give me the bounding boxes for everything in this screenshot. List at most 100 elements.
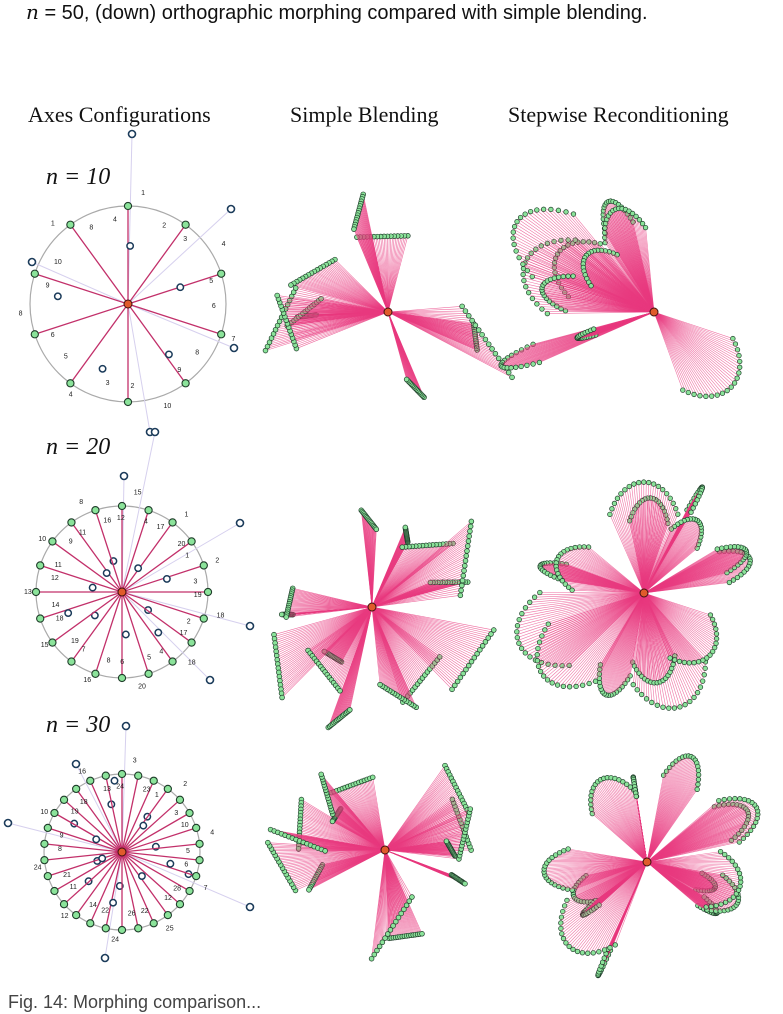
trajectory-point (368, 955, 375, 962)
stepwise-fan (643, 592, 717, 635)
blend-fan (371, 606, 422, 680)
stepwise-fan (653, 311, 726, 393)
stepwise-fan (601, 861, 648, 952)
trajectory-point (697, 684, 704, 690)
stepwise-fan (643, 592, 716, 627)
trajectory-point (403, 902, 410, 908)
trajectory-point (351, 226, 357, 232)
blend-fan (371, 606, 428, 673)
trajectory-point (520, 271, 526, 278)
trajectory-point (449, 686, 455, 693)
axis-endpoint (199, 561, 208, 570)
stepwise-fan (653, 311, 740, 368)
trajectory-point (630, 681, 636, 688)
trajectory-point (724, 387, 730, 394)
trajectory-point (666, 705, 672, 711)
stepwise-fan (653, 311, 739, 376)
blend-fan (371, 606, 486, 643)
blend-fan (332, 821, 386, 851)
axis-endpoint (192, 871, 201, 881)
stepwise-fan (568, 861, 648, 947)
axis-number-label: 28 (173, 885, 181, 892)
stepwise-fan (523, 592, 645, 611)
blend-fan (387, 311, 407, 380)
blend-fan (384, 849, 403, 912)
trajectory-point (558, 920, 564, 926)
blend-fan (278, 606, 373, 669)
trajectory-point (390, 923, 396, 929)
axis-endpoint (27, 257, 37, 267)
axis-endpoint (43, 823, 52, 833)
trajectory-point (347, 707, 353, 713)
stepwise-fan (563, 861, 648, 909)
axis-number-label: 18 (217, 612, 225, 619)
trajectory-point (514, 629, 520, 635)
trajectory-point (565, 273, 571, 279)
trajectory-point (737, 358, 743, 365)
trajectory-point (472, 322, 479, 329)
trajectory-point (292, 285, 299, 291)
stepwise-fan (646, 861, 741, 883)
axis-endpoint (66, 220, 75, 229)
axis-number-label: 3 (193, 579, 197, 586)
faint-axis (121, 591, 211, 681)
trajectory-point (329, 818, 336, 825)
blend-fan (371, 555, 467, 608)
stepwise-fan (563, 592, 645, 687)
blend-fan (276, 606, 373, 658)
trajectory-point (534, 658, 541, 664)
faint-axis (121, 522, 241, 593)
axis-number-label: 7 (82, 647, 86, 654)
trajectory-point (721, 796, 727, 803)
stepwise-fan (541, 592, 645, 637)
blend-fan (384, 849, 409, 904)
blend-fan (371, 606, 465, 672)
axis-number-label: 20 (138, 684, 146, 691)
axis-endpoint (205, 675, 215, 685)
trajectory-point (537, 668, 544, 675)
axis-number-label: 3 (174, 810, 178, 817)
stepwise-fan (646, 861, 732, 899)
blend-fan (371, 527, 406, 608)
trajectory-point (527, 654, 533, 660)
stepwise-fan (638, 482, 645, 594)
trajectory-point (376, 943, 383, 950)
trajectory-point (697, 393, 703, 399)
trajectory-point (734, 375, 740, 381)
trajectory-point (676, 658, 683, 665)
trajectory-point (626, 483, 632, 490)
blend-fan (371, 606, 420, 683)
stepwise-fan (643, 592, 706, 660)
trajectory-point (639, 691, 645, 698)
trajectory-point (531, 594, 538, 600)
stepwise-fan (653, 311, 740, 365)
trajectory-point (384, 931, 391, 937)
blend-fan (371, 543, 469, 608)
stepwise-fan (566, 592, 645, 687)
trajectory-point (672, 657, 678, 663)
stepwise-fan (643, 486, 659, 594)
blend-fan (371, 570, 465, 608)
axis-endpoint (100, 953, 110, 963)
stepwise-fan (590, 285, 655, 313)
stepwise-fan (575, 592, 645, 687)
blend-fan (384, 849, 407, 906)
stepwise-fan (585, 592, 645, 685)
axis-endpoint (50, 808, 59, 818)
axis-line (40, 591, 123, 620)
trajectory-point (485, 341, 492, 347)
stepwise-fan (643, 592, 692, 664)
trajectory-point (737, 796, 743, 802)
axis-number-label: 21 (63, 872, 71, 879)
blend-fan (290, 311, 389, 333)
blend-fan (387, 311, 476, 326)
stepwise-fan (598, 861, 648, 952)
axis-endpoint (185, 808, 194, 818)
stepwise-fan (582, 861, 648, 953)
stepwise-fan (653, 311, 734, 386)
trajectory-point (590, 950, 596, 956)
stepwise-fan (653, 311, 733, 339)
stepwise-fan (518, 592, 645, 623)
trajectory-point (597, 241, 603, 247)
trajectory-point (526, 290, 532, 296)
